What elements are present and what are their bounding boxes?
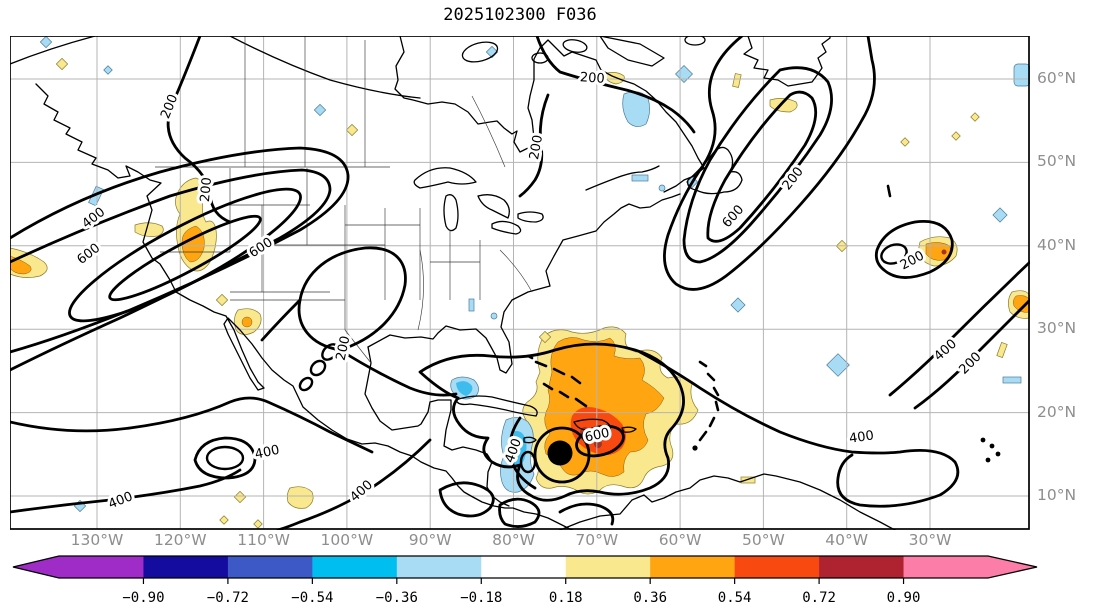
contour-label: 400 <box>79 205 108 232</box>
contour-label: 400 <box>254 443 281 463</box>
cape-verde-dots <box>692 437 1001 463</box>
lon-tick-label: 80°W <box>492 531 535 549</box>
small-positive-specks <box>55 57 1008 529</box>
colorbar-tick-label: −0.36 <box>376 590 418 606</box>
colorbar-segment <box>227 556 313 578</box>
storm-center-marker <box>547 440 573 466</box>
lat-tick-label: 30°N <box>1037 319 1077 338</box>
lon-tick-label: 130°W <box>70 531 124 549</box>
colorbar: −0.90 −0.72 −0.54 −0.36 −0.18 0.18 0.36 0.54 0.7… <box>12 555 1038 606</box>
colorbar-tick-label: 0.72 <box>802 590 836 606</box>
colorbar-segment <box>312 556 398 578</box>
lat-tick-label: 10°N <box>1037 486 1077 504</box>
figure-title: 2025102300 F036 <box>443 5 597 25</box>
contour-label: 600 <box>74 241 103 268</box>
colorbar-segment <box>59 556 144 578</box>
lat-tick-label: 50°N <box>1037 152 1077 171</box>
contour-label: 400 <box>106 489 135 512</box>
lon-tick-label: 60°W <box>658 531 702 549</box>
contour-label: 200 <box>780 164 807 193</box>
contour-label: 400 <box>931 337 959 365</box>
lon-tick-label: 30°W <box>908 531 952 549</box>
lat-tick-label: 60°N <box>1037 69 1077 87</box>
lon-tick-label: 100°W <box>320 531 374 549</box>
lon-tick-label: 50°W <box>741 531 785 549</box>
map-frame <box>10 36 1030 530</box>
colorbar-segment <box>650 556 736 578</box>
lat-tick-label: 20°N <box>1037 402 1077 421</box>
lon-tick-label: 70°W <box>575 531 619 549</box>
colorbar-segment <box>143 556 229 578</box>
contour-label: 200 <box>158 92 181 121</box>
colorbar-segment <box>819 556 905 578</box>
colorbar-tick-label: −0.54 <box>291 590 333 606</box>
contour-label: 600 <box>247 235 276 261</box>
contour-label: 400 <box>848 428 875 446</box>
lon-tick-label: 40°W <box>825 531 869 549</box>
anomaly-shading <box>10 36 1030 529</box>
contour-label: 200 <box>956 349 984 377</box>
state-borders <box>155 36 533 364</box>
colorbar-segment <box>481 556 567 578</box>
lat-tick-label: 40°N <box>1037 235 1077 254</box>
colorbar-segment <box>734 556 820 578</box>
colorbar-segment <box>565 556 651 578</box>
colorbar-tick-label: 0.18 <box>549 590 583 606</box>
colorbar-tick-label: −0.72 <box>207 590 249 606</box>
contour-label: 200 <box>527 134 546 161</box>
colorbar-tick-label: −0.18 <box>460 590 502 606</box>
colorbar-tick-label: 0.36 <box>633 590 667 606</box>
coastlines <box>10 36 896 530</box>
colorbar-segment <box>903 556 989 578</box>
colorbar-tick-label: 0.54 <box>718 590 752 606</box>
lon-tick-label: 90°W <box>408 531 452 549</box>
lon-tick-label: 110°W <box>237 531 290 549</box>
lon-tick-label: 120°W <box>153 531 207 549</box>
contour-label: 200 <box>579 70 605 87</box>
contour-label: 200 <box>198 177 215 203</box>
island-arcs <box>526 184 892 442</box>
colorbar-tick-label: −0.90 <box>122 590 164 606</box>
colorbar-segment <box>396 556 482 578</box>
colorbar-tick-label: 0.90 <box>887 590 921 606</box>
contour-lines <box>10 36 1030 530</box>
